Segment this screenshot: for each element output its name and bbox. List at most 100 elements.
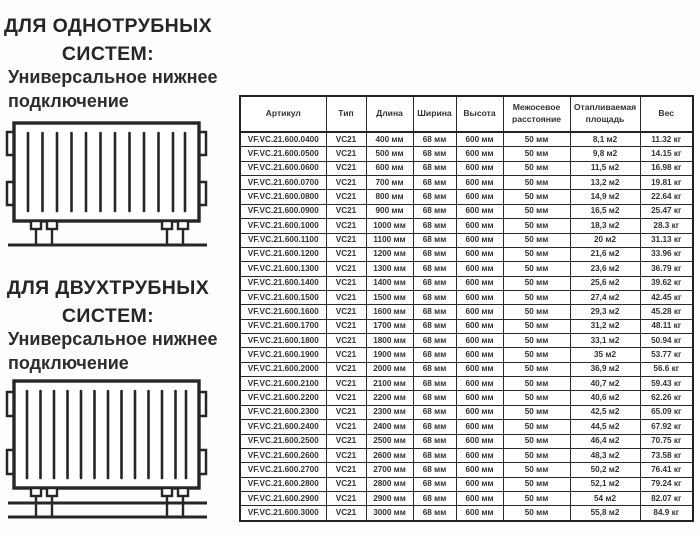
- table-cell: 68 мм: [412, 462, 457, 478]
- table-cell: 2800 мм: [365, 476, 414, 493]
- table-cell: 1000 мм: [365, 218, 414, 234]
- table-cell: 600 мм: [455, 376, 504, 392]
- table-cell: VC21: [325, 189, 367, 205]
- table-cell: 44,5 м2: [569, 419, 641, 435]
- table-row: VF.VC.21.600.2900 VC21 2900 мм 68 мм 600 мм 5…: [239, 490, 694, 507]
- table-cell: 59.43 кг: [639, 376, 694, 392]
- left-panel: ДЛЯ ОДНОТРУБНЫХ СИСТЕМ: Универсальное ни…: [0, 0, 235, 535]
- single-pipe-systems-title: ДЛЯ ОДНОТРУБНЫХ СИСТЕМ:: [3, 15, 213, 66]
- table-cell: 42.45 кг: [639, 289, 694, 306]
- table-cell: 54 м2: [569, 490, 641, 507]
- table-cell: 13,2 м2: [569, 175, 641, 191]
- table-cell: 600 мм: [455, 447, 504, 464]
- table-cell: 50 мм: [502, 404, 571, 421]
- table-cell: 50.94 кг: [639, 333, 694, 349]
- table-cell: VC21: [325, 304, 367, 320]
- table-cell: 55,8 м2: [569, 505, 641, 522]
- table-cell: VC21: [325, 289, 367, 306]
- table-cell: 600 мм: [455, 333, 504, 349]
- table-cell: 1500 мм: [365, 289, 414, 306]
- table-cell: 68 мм: [412, 218, 457, 234]
- table-cell: VC21: [325, 275, 367, 291]
- table-cell: VC21: [325, 333, 367, 349]
- table-cell: 31.13 кг: [639, 232, 694, 248]
- table-cell: 1600 мм: [365, 304, 414, 320]
- table-cell: 68 мм: [412, 261, 457, 277]
- table-cell: 50 мм: [502, 131, 571, 148]
- column-header-height: Высота: [455, 95, 504, 133]
- table-cell: 50 мм: [502, 505, 571, 522]
- table-cell: 46,4 м2: [569, 433, 641, 449]
- table-cell: 9,8 м2: [569, 146, 641, 162]
- table-cell: VF.VC.21.600.1500: [239, 289, 327, 306]
- table-cell: 50 мм: [502, 275, 571, 291]
- table-cell: VF.VC.21.600.1900: [239, 347, 327, 363]
- table-cell: 68 мм: [412, 376, 457, 392]
- two-pipe-subtitle: Универсальное нижнее подключение: [8, 329, 218, 373]
- table-cell: 1200 мм: [365, 246, 414, 263]
- table-cell: 40,6 м2: [569, 390, 641, 406]
- table-cell: 40,7 м2: [569, 376, 641, 392]
- table-cell: VC21: [325, 390, 367, 406]
- table-cell: VC21: [325, 131, 367, 148]
- table-cell: 600 мм: [455, 232, 504, 248]
- table-cell: 68 мм: [412, 160, 457, 177]
- table-row: VF.VC.21.600.0600 VC21 600 мм 68 мм 600 мм 50…: [239, 160, 694, 177]
- table-cell: VC21: [325, 376, 367, 392]
- table-cell: 600 мм: [455, 261, 504, 277]
- table-row: VF.VC.21.600.2100 VC21 2100 мм 68 мм 600 мм 5…: [239, 376, 694, 392]
- table-cell: VC21: [325, 419, 367, 435]
- table-cell: VF.VC.21.600.2400: [239, 419, 327, 435]
- table-row: VF.VC.21.600.1700 VC21 1700 мм 68 мм 600 мм 5…: [239, 318, 694, 335]
- table-cell: 14,9 м2: [569, 189, 641, 205]
- table-cell: VF.VC.21.600.2300: [239, 404, 327, 421]
- table-cell: 39.62 кг: [639, 275, 694, 291]
- table-cell: 600 мм: [455, 246, 504, 263]
- table-cell: 76.41 кг: [639, 462, 694, 478]
- table-cell: 50 мм: [502, 333, 571, 349]
- table-cell: 50 мм: [502, 203, 571, 220]
- table-cell: 600 мм: [455, 490, 504, 507]
- table-cell: 29,3 м2: [569, 304, 641, 320]
- table-cell: 500 мм: [365, 146, 414, 162]
- table-cell: 2000 мм: [365, 361, 414, 378]
- table-cell: 25,6 м2: [569, 275, 641, 291]
- table-cell: 52,1 м2: [569, 476, 641, 493]
- table-row: VF.VC.21.600.0500 VC21 500 мм 68 мм 600 мм 50…: [239, 146, 694, 162]
- table-cell: 600 мм: [455, 304, 504, 320]
- table-cell: 20 м2: [569, 232, 641, 248]
- table-cell: 11,5 м2: [569, 160, 641, 177]
- table-cell: 1700 мм: [365, 318, 414, 335]
- table-cell: 42,5 м2: [569, 404, 641, 421]
- table-row: VF.VC.21.600.2400 VC21 2400 мм 68 мм 600 мм 5…: [239, 419, 694, 435]
- table-cell: 2900 мм: [365, 490, 414, 507]
- table-cell: VC21: [325, 433, 367, 449]
- table-cell: 600 мм: [455, 505, 504, 522]
- table-cell: 600 мм: [455, 160, 504, 177]
- table-cell: 50 мм: [502, 189, 571, 205]
- table-cell: 600 мм: [455, 203, 504, 220]
- table-row: VF.VC.21.600.2800 VC21 2800 мм 68 мм 600 мм 5…: [239, 476, 694, 493]
- table-cell: 50 мм: [502, 490, 571, 507]
- table-row: VF.VC.21.600.1900 VC21 1900 мм 68 мм 600 мм 5…: [239, 347, 694, 363]
- table-cell: VC21: [325, 232, 367, 248]
- table-cell: 2700 мм: [365, 462, 414, 478]
- table-cell: 68 мм: [412, 447, 457, 464]
- table-cell: 800 мм: [365, 189, 414, 205]
- table-cell: 68 мм: [412, 505, 457, 522]
- table-cell: VF.VC.21.600.1300: [239, 261, 327, 277]
- table-cell: 1900 мм: [365, 347, 414, 363]
- table-cell: 400 мм: [365, 131, 414, 148]
- table-cell: 1300 мм: [365, 261, 414, 277]
- table-cell: 600 мм: [455, 347, 504, 363]
- table-cell: 600 мм: [455, 419, 504, 435]
- table-cell: 82.07 кг: [639, 490, 694, 507]
- table-cell: VC21: [325, 404, 367, 421]
- table-cell: VC21: [325, 490, 367, 507]
- table-cell: VF.VC.21.600.2600: [239, 447, 327, 464]
- specification-table: Артикул Тип Длина Ширина Высота Межосево…: [239, 95, 694, 522]
- table-row: VF.VC.21.600.1100 VC21 1100 мм 68 мм 600 мм 5…: [239, 232, 694, 248]
- table-cell: 68 мм: [412, 275, 457, 291]
- table-cell: 50 мм: [502, 289, 571, 306]
- column-header-width: Ширина: [412, 95, 457, 133]
